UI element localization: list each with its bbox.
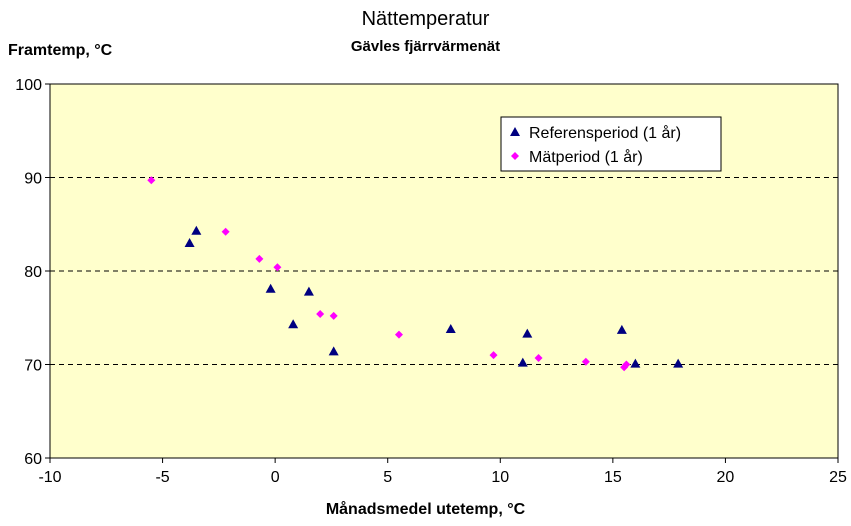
x-tick-label: 15 [604, 469, 622, 486]
x-tick-label: 0 [271, 469, 280, 486]
y-tick-label: 90 [24, 171, 42, 188]
x-tick-label: 5 [383, 469, 392, 486]
legend-label: Mätperiod (1 år) [529, 148, 643, 166]
legend-label: Referensperiod (1 år) [529, 124, 681, 142]
triangle-point [673, 358, 684, 368]
diamond-point [255, 254, 264, 263]
x-axis-label: Månadsmedel utetemp, °C [325, 501, 526, 518]
axes [45, 83, 839, 463]
y-tick-label: 70 [24, 358, 42, 375]
triangle-point [328, 346, 339, 356]
legend-box [500, 116, 722, 172]
y-tick-label: 100 [15, 77, 42, 94]
legend-triangle-icon [510, 127, 520, 136]
series-1 [184, 225, 684, 368]
triangle-point [517, 357, 528, 367]
tick-labels: -10 -5 0 5 10 15 20 25 60 70 80 90 100 [15, 77, 847, 486]
triangle-point [191, 225, 202, 235]
diamond-point [581, 357, 590, 366]
triangle-point [616, 324, 627, 334]
x-tick-label: -10 [38, 469, 61, 486]
triangle-point [288, 319, 299, 329]
diamond-point [329, 311, 338, 320]
x-tick-label: 10 [491, 469, 509, 486]
legend-diamond-icon [511, 152, 519, 160]
diamond-point [394, 330, 403, 339]
diamond-point [316, 310, 325, 319]
diamond-point [489, 351, 498, 360]
triangle-point [184, 237, 195, 247]
chart-subtitle: Gävles fjärrvärmenät [350, 38, 501, 55]
triangle-point [303, 286, 314, 296]
legend: Referensperiod (1 år) Mätperiod (1 år) [500, 116, 722, 172]
series-2 [147, 176, 631, 372]
triangle-point [630, 358, 641, 368]
y-axis-label: Framtemp, °C [8, 42, 113, 59]
chart-title: Nättemperatur [361, 8, 490, 30]
diamond-point [622, 360, 631, 369]
triangle-point [265, 283, 276, 293]
diamond-point [534, 353, 543, 362]
diamond-point [147, 176, 156, 185]
y-tick-label: 80 [24, 264, 42, 281]
x-tick-label: -5 [155, 469, 169, 486]
triangle-point [445, 323, 456, 333]
diamond-point [221, 227, 230, 236]
y-tick-label: 60 [24, 451, 42, 468]
triangle-point [522, 328, 533, 338]
diamond-point [273, 263, 282, 272]
x-tick-label: 20 [717, 469, 735, 486]
x-tick-label: 25 [829, 469, 847, 486]
data-points [147, 176, 684, 372]
